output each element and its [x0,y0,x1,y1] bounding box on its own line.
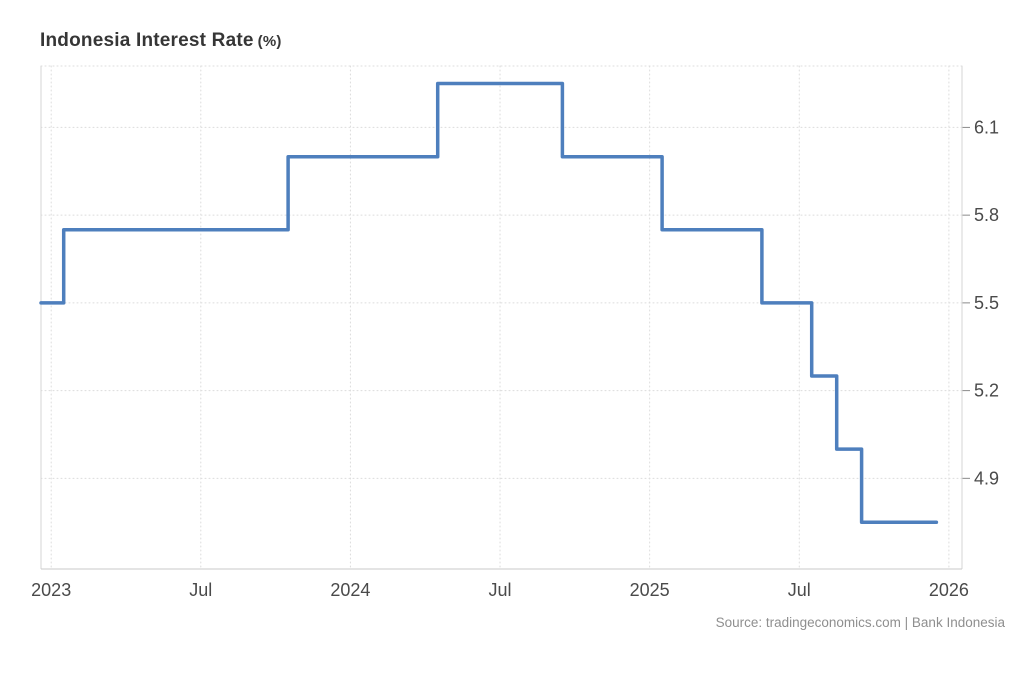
y-tick-label: 4.9 [974,468,999,488]
chart-title-unit: (%) [257,33,282,50]
y-tick-label: 5.2 [974,381,999,401]
x-tick-label: 2024 [330,580,370,600]
interest-rate-step-chart[interactable]: 6.1 5.8 5.5 5.2 4.9 2023 Jul 2024 Jul 2025 Jul 2026 [0,0,1024,610]
x-tick-label: Jul [189,580,212,600]
chart-title-text: Indonesia Interest Rate [40,30,254,51]
x-tick-label: 2023 [31,580,71,600]
y-tick-label: 5.5 [974,293,999,313]
x-tick-label: 2026 [929,580,969,600]
series-step-line [39,81,939,524]
source-attribution: Source: tradingeconomics.com | Bank Indo… [715,615,1005,630]
chart-title: Indonesia Interest Rate (%) [40,30,282,52]
y-tick-label: 6.1 [974,117,999,137]
y-tick-label: 5.8 [974,205,999,225]
x-tick-label: Jul [788,580,811,600]
x-tick-label: 2025 [630,580,670,600]
x-tick-label: Jul [489,580,512,600]
